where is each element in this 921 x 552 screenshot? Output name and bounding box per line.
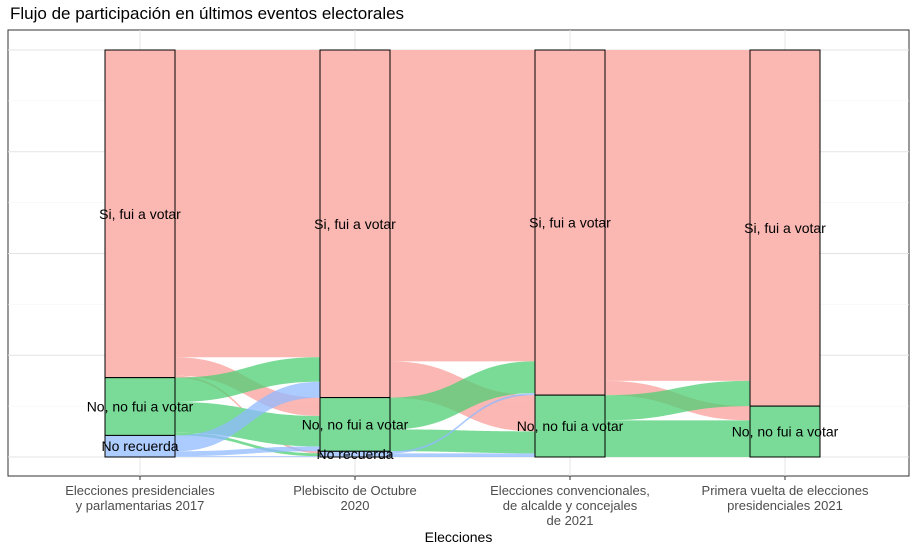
flow xyxy=(605,380,750,421)
stratum-bar xyxy=(749,49,821,407)
stratum-label: No, no fui a votar xyxy=(87,399,194,415)
x-tick-label-line: de alcalde y concejales xyxy=(503,498,638,513)
stratum-bar xyxy=(534,394,606,458)
flow xyxy=(605,50,750,381)
flow xyxy=(605,420,750,457)
x-tick-label-line: Primera vuelta de elecciones xyxy=(702,483,869,498)
x-tick-label: Elecciones convencionales, de alcalde y c… xyxy=(490,483,650,528)
stratum-label: No, no fui a votar xyxy=(517,418,624,434)
x-tick-label-line: Plebiscito de Octubre xyxy=(293,483,417,498)
stratum-label: Si, fui a votar xyxy=(314,216,396,232)
flow xyxy=(175,381,320,452)
x-axis-title: Elecciones xyxy=(425,529,493,545)
flow xyxy=(175,432,320,457)
flow xyxy=(175,456,320,457)
x-tick-label-line: presidenciales 2021 xyxy=(727,498,843,513)
stratum-label: Si, fui a votar xyxy=(744,220,826,236)
stratum-bar xyxy=(319,450,391,458)
stratum-label: No recuerda xyxy=(101,438,178,454)
x-tick-label-line: de 2021 xyxy=(547,513,594,528)
stratum-bar xyxy=(104,377,176,436)
x-axis-ticks: Elecciones presidenciales y parlamentaria… xyxy=(65,476,869,528)
stratum-bar xyxy=(319,397,391,452)
stratum-label: Si, fui a votar xyxy=(529,215,611,231)
stratum-bar xyxy=(104,434,176,458)
stratum-labels: Si, fui a votar No, no fui a votar No recu… xyxy=(87,206,839,462)
stratum-label: No, no fui a votar xyxy=(732,424,839,440)
stratum-label: Si, fui a votar xyxy=(99,206,181,222)
x-tick-label: Elecciones presidenciales y parlamentaria… xyxy=(65,483,215,513)
stratum-bar xyxy=(749,405,821,458)
flow xyxy=(390,453,535,457)
x-tick-label: Plebiscito de Octubre 2020 xyxy=(293,483,417,513)
flow xyxy=(175,50,320,358)
flow xyxy=(175,446,320,457)
x-tick-label-line: y parlamentarias 2017 xyxy=(76,498,205,513)
strata-bars xyxy=(104,49,821,458)
stratum-bar xyxy=(104,49,176,379)
flows xyxy=(175,50,750,457)
flow xyxy=(390,361,535,430)
x-tick-label-line: Elecciones convencionales, xyxy=(490,483,650,498)
stratum-label: No recuerda xyxy=(316,446,393,462)
flow xyxy=(175,357,320,403)
flow xyxy=(390,50,535,362)
flow xyxy=(390,393,535,454)
x-tick-label-line: 2020 xyxy=(341,498,370,513)
stratum-bar xyxy=(319,49,391,399)
x-tick-label: Primera vuelta de elecciones presidencial… xyxy=(702,483,869,513)
stratum-bar xyxy=(534,49,606,396)
x-tick-label-line: Elecciones presidenciales xyxy=(65,483,215,498)
chart-title: Flujo de participación en últimos evento… xyxy=(10,4,405,23)
flow xyxy=(390,429,535,454)
stratum-label: No, no fui a votar xyxy=(302,416,409,432)
